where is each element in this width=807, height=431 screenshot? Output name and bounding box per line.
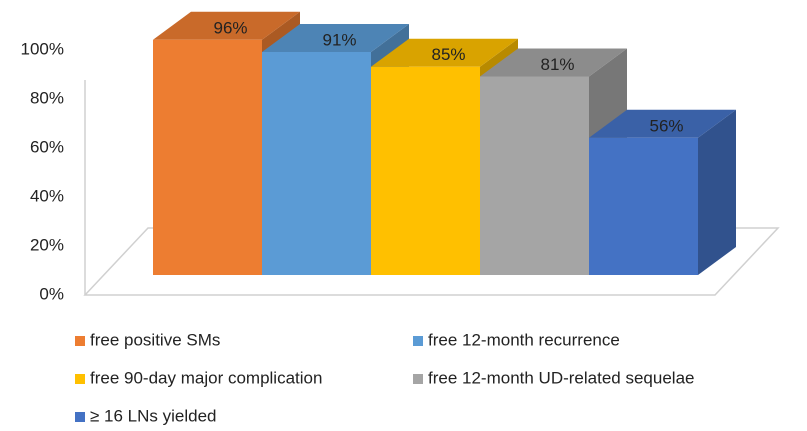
bar-front <box>589 137 698 275</box>
bar-front <box>153 39 262 275</box>
legend-swatch <box>413 374 423 384</box>
data-label: 85% <box>431 45 465 64</box>
data-label: 91% <box>322 31 356 50</box>
y-tick-label: 40% <box>30 186 64 205</box>
legend-swatch <box>413 336 423 346</box>
y-tick-label: 60% <box>30 137 64 156</box>
legend-swatch <box>75 374 85 384</box>
y-tick-label: 20% <box>30 235 64 254</box>
y-tick-label: 100% <box>21 39 64 58</box>
legend-swatch <box>75 412 85 422</box>
bar-top <box>153 11 300 40</box>
bar-side <box>698 109 736 275</box>
data-label: 96% <box>213 18 247 37</box>
legend-label: ≥ 16 LNs yielded <box>90 406 217 425</box>
y-tick-label: 0% <box>39 284 64 303</box>
legend-swatch <box>75 336 85 346</box>
bar-top <box>480 48 627 77</box>
bar-front <box>480 76 589 275</box>
legend-label: free 12-month UD-related sequelae <box>428 368 694 387</box>
legend-label: free 12-month recurrence <box>428 330 620 349</box>
bar-top <box>371 38 518 67</box>
floor <box>83 227 780 296</box>
bar-front <box>371 66 480 275</box>
data-label: 56% <box>649 116 683 135</box>
bar-front <box>262 52 371 275</box>
bar-top <box>589 109 736 138</box>
bar <box>589 109 736 275</box>
data-label: 81% <box>540 55 574 74</box>
y-tick-label: 80% <box>30 88 64 107</box>
legend-label: free positive SMs <box>90 330 220 349</box>
bar-top <box>262 24 409 53</box>
legend-label: free 90-day major complication <box>90 368 322 387</box>
